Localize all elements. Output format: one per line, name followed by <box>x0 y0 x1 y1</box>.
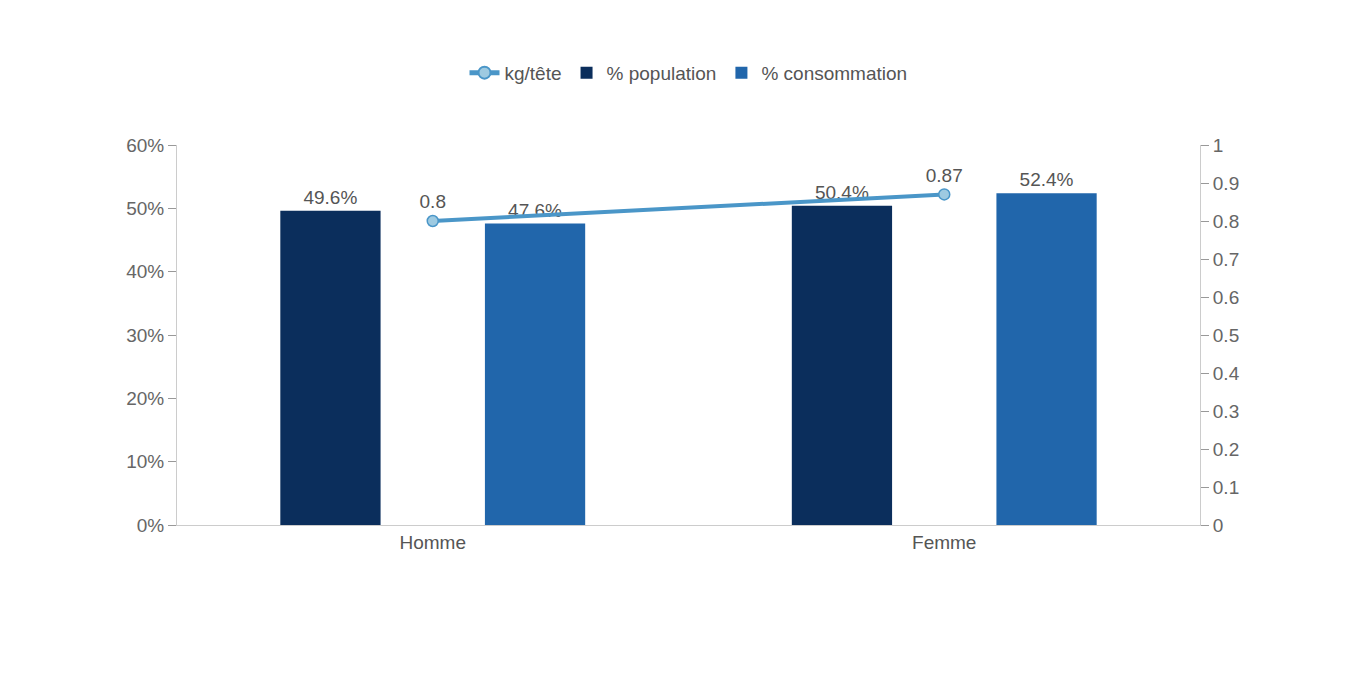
svg-text:0.8: 0.8 <box>1213 211 1239 232</box>
svg-text:20%: 20% <box>126 388 164 409</box>
svg-text:0.1: 0.1 <box>1213 477 1239 498</box>
svg-text:50.4%: 50.4% <box>815 182 869 203</box>
svg-text:60%: 60% <box>126 135 164 156</box>
svg-text:0.4: 0.4 <box>1213 363 1240 384</box>
svg-text:Femme: Femme <box>912 532 976 553</box>
svg-text:% consommation: % consommation <box>761 63 907 84</box>
svg-text:0.3: 0.3 <box>1213 401 1239 422</box>
svg-text:50%: 50% <box>126 198 164 219</box>
svg-text:0.7: 0.7 <box>1213 249 1239 270</box>
svg-text:kg/tête: kg/tête <box>505 63 562 84</box>
svg-text:1: 1 <box>1213 135 1224 156</box>
svg-text:0.2: 0.2 <box>1213 439 1239 460</box>
svg-text:0%: 0% <box>137 515 165 536</box>
svg-text:52.4%: 52.4% <box>1020 169 1074 190</box>
svg-text:0.6: 0.6 <box>1213 287 1239 308</box>
svg-text:0.5: 0.5 <box>1213 325 1239 346</box>
svg-text:40%: 40% <box>126 261 164 282</box>
svg-text:0: 0 <box>1213 515 1224 536</box>
svg-text:10%: 10% <box>126 451 164 472</box>
svg-text:47.6%: 47.6% <box>508 200 562 221</box>
svg-text:Homme: Homme <box>399 532 466 553</box>
svg-text:30%: 30% <box>126 325 164 346</box>
svg-text:0.9: 0.9 <box>1213 173 1239 194</box>
svg-text:0.8: 0.8 <box>420 191 446 212</box>
svg-text:% population: % population <box>607 63 717 84</box>
svg-text:0.87: 0.87 <box>926 165 963 186</box>
svg-text:49.6%: 49.6% <box>303 187 357 208</box>
